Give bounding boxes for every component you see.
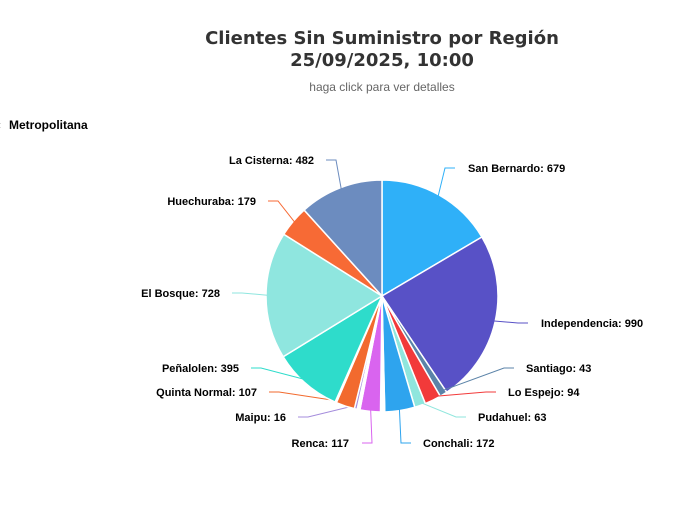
data-label[interactable]: La Cisterna: 482 [229, 155, 314, 167]
data-label[interactable]: Pudahuel: 63 [478, 412, 546, 424]
data-label[interactable]: Renca: 117 [292, 438, 349, 450]
drilldown-breadcrumb[interactable]: ‹ Metropolitana [0, 118, 88, 132]
connector-line [398, 406, 411, 444]
chart-subtitle: haga click para ver detalles [309, 80, 455, 94]
data-label[interactable]: Independencia: 990 [541, 318, 643, 330]
connector-line [431, 391, 496, 398]
connector-line [298, 404, 357, 418]
chart-title: Clientes Sin Suministro por Región 25/09… [0, 28, 679, 72]
connector-line [268, 200, 297, 225]
data-label[interactable]: Maipu: 16 [235, 412, 286, 424]
connector-line [269, 391, 347, 403]
connector-line [441, 367, 514, 392]
data-label[interactable]: Peñalolen: 395 [162, 363, 239, 375]
chart-title-line2: 25/09/2025, 10:00 [290, 50, 474, 71]
connector-line [251, 367, 309, 381]
data-label[interactable]: Huechuraba: 179 [167, 196, 256, 208]
data-label[interactable]: San Bernardo: 679 [468, 163, 565, 175]
chevron-left-icon: ‹ [0, 118, 1, 132]
connector-line [326, 159, 343, 192]
connector-line [437, 167, 455, 199]
connector-line [362, 407, 373, 444]
pie-slice-la-cisterna[interactable] [303, 179, 383, 298]
data-label[interactable]: Conchali: 172 [423, 438, 495, 450]
data-label[interactable]: El Bosque: 728 [141, 288, 220, 300]
data-label[interactable]: Santiago: 43 [526, 363, 591, 375]
data-label[interactable]: Quinta Normal: 107 [156, 387, 257, 399]
pie-slice-san-bernardo[interactable] [381, 179, 483, 298]
connector-line [232, 292, 271, 296]
data-label[interactable]: Lo Espejo: 94 [508, 387, 580, 399]
pie-slice-independencia[interactable] [380, 235, 499, 394]
breadcrumb-region-label: Metropolitana [9, 118, 88, 132]
chart-title-line1: Clientes Sin Suministro por Región [205, 28, 559, 49]
connector-line [491, 320, 528, 324]
connector-line [418, 401, 466, 418]
